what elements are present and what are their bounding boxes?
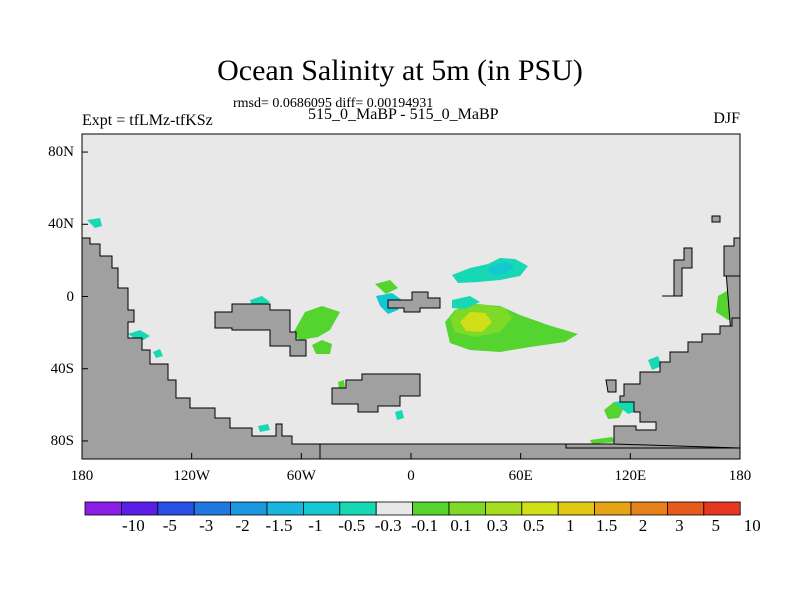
land-central-island-south (331, 373, 421, 413)
colorbar-swatch (121, 501, 159, 516)
colorbar-swatch (484, 501, 523, 516)
lon-label: 180 (70, 468, 94, 484)
lat-label: 80N (48, 144, 74, 161)
colorbar-label: 0.5 (523, 516, 545, 535)
axis-ticks (81, 151, 741, 459)
colorbar-label: -3 (199, 516, 214, 535)
colorbar (84, 501, 741, 516)
lon-label: 120E (614, 468, 647, 484)
lon-label: 60E (508, 468, 533, 484)
lat-label: 0 (66, 288, 75, 305)
season-label: DJF (713, 110, 740, 127)
colorbar-swatch (339, 501, 377, 516)
colorbar-label: -0.1 (411, 516, 439, 535)
colorbar-swatch (594, 501, 632, 516)
land-small-islet (711, 215, 721, 223)
colorbar-swatch (412, 501, 450, 516)
lat-label: 80S (50, 432, 74, 449)
lon-label: 60W (286, 468, 316, 484)
colorbar-label: 1.5 (595, 516, 618, 535)
experiment-label: Expt = tfLMz-tfKSz (82, 112, 213, 129)
colorbar-label: 3 (675, 516, 684, 535)
colorbar-swatch (521, 501, 559, 516)
anomaly-patch-green-coast (292, 306, 340, 340)
land-masses (81, 215, 741, 460)
stats-subtitle: rmsd= 0.0686095 diff= 0.00194931 (233, 96, 434, 111)
lon-label: 120W (173, 468, 210, 484)
colorbar-swatch (630, 501, 668, 516)
anomaly-patch-tropical-teal (452, 296, 480, 309)
runs-label: 515_0_MaBP - 515_0_MaBP (308, 106, 499, 123)
colorbar-swatch (667, 501, 705, 516)
colorbar-swatch (302, 501, 341, 516)
lon-label: 180 (728, 468, 752, 484)
lat-label: 40S (50, 360, 74, 377)
anomaly-patch-east-blue (648, 356, 662, 370)
colorbar-label: 1 (565, 516, 575, 535)
land-indian-peninsula (605, 379, 617, 393)
colorbar-label: 5 (711, 516, 721, 535)
colorbar-swatch (266, 501, 304, 516)
anomaly-patch-central-pacific-core (488, 262, 515, 275)
land-central-island-north (214, 303, 307, 357)
land-east-block (613, 317, 741, 449)
colorbar-swatch (193, 501, 231, 516)
anomaly-patch-south-pacific-core (460, 312, 492, 332)
colorbar-label: -1.5 (265, 516, 293, 535)
anomaly-patch-green-south (312, 340, 332, 354)
colorbar-label: -10 (122, 516, 145, 535)
colorbar-label: -0.3 (374, 516, 402, 535)
anomaly-patch-antarctic-green (590, 437, 616, 444)
colorbar-swatch (375, 501, 414, 516)
map-title: Ocean Salinity at 5m (in PSU) (217, 54, 583, 87)
colorbar-swatch (230, 501, 268, 516)
colorbar-swatch (448, 501, 486, 516)
anomaly-patch-green-west (375, 280, 398, 294)
anomaly-patches (87, 218, 740, 444)
colorbar-label: 0.1 (450, 516, 472, 535)
colorbar-label: -2 (235, 516, 250, 535)
colorbar-label: 10 (743, 516, 761, 535)
anomaly-patch-southern-green (338, 380, 345, 389)
colorbar-swatch (703, 501, 741, 516)
land-equatorial-island (387, 291, 441, 313)
land-east-island (662, 247, 693, 297)
lon-label: 0 (407, 468, 415, 484)
colorbar-label: 0.3 (486, 516, 509, 535)
anomaly-patch-blue-south-pac (395, 410, 404, 420)
colorbar-swatch (157, 501, 195, 516)
anomaly-patch-blue-small (153, 349, 163, 358)
colorbar-label: -1 (308, 516, 323, 535)
anomaly-patch-blue-far-west (87, 218, 102, 228)
colorbar-swatch (84, 501, 122, 516)
anomaly-patch-antarctic-west (258, 424, 270, 432)
land-west-continent (81, 237, 321, 460)
anomaly-patch-blue-mid (128, 330, 150, 342)
colorbar-label: -5 (162, 516, 177, 535)
lat-label: 40N (48, 216, 74, 233)
colorbar-swatch (557, 501, 596, 516)
colorbar-label: -0.5 (338, 516, 366, 535)
colorbar-label: 2 (638, 516, 648, 535)
